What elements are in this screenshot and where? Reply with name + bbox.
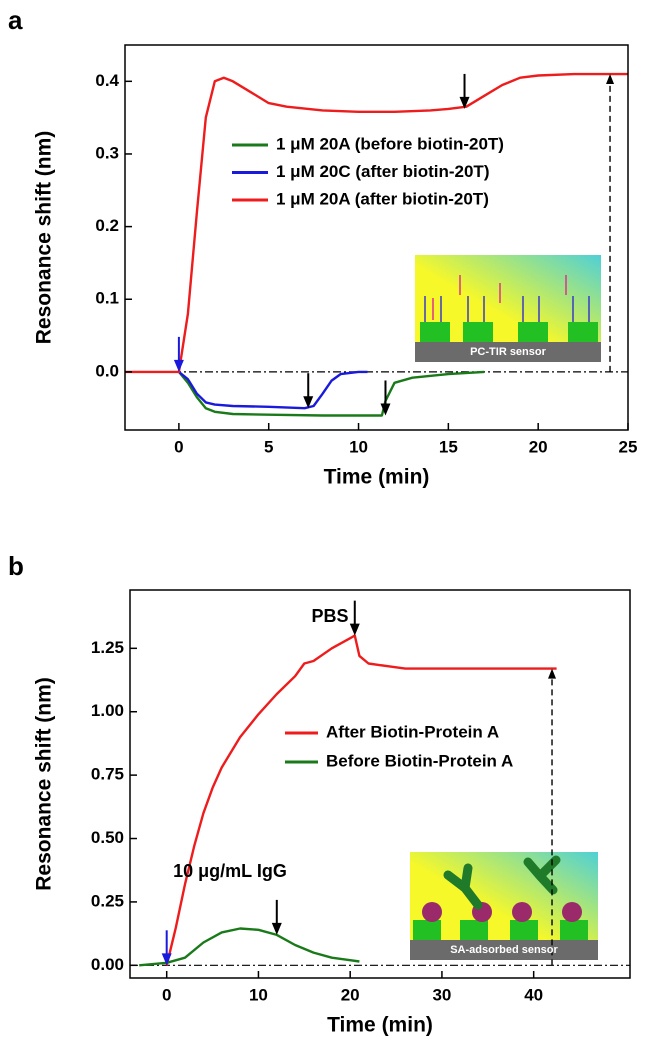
- y-tick-label: 0.2: [95, 216, 119, 235]
- y-tick-label: 0.00: [91, 955, 124, 974]
- y-tick-label: 0.3: [95, 143, 119, 162]
- y-tick-label: 0.4: [95, 71, 119, 90]
- arrow-head: [606, 74, 615, 85]
- y-tick-label: 0.1: [95, 289, 119, 308]
- x-tick-label: 10: [349, 437, 368, 456]
- inset-label: PC-TIR sensor: [470, 346, 547, 358]
- y-tick-label: 1.00: [91, 701, 124, 720]
- arrow-head: [349, 623, 360, 636]
- annotation: 10 μg/mL IgG: [173, 861, 287, 881]
- arrow-head: [380, 403, 391, 416]
- inset-a: [415, 255, 601, 362]
- arrow-head: [173, 359, 184, 372]
- inset-label: SA-adsorbed sensor: [450, 944, 558, 956]
- legend-label: After Biotin-Protein A: [326, 722, 499, 741]
- annotation: PBS: [311, 606, 348, 626]
- data-line: [178, 370, 368, 410]
- x-tick-label: 15: [439, 437, 458, 456]
- x-tick-label: 20: [529, 437, 548, 456]
- x-tick-label: 25: [619, 437, 638, 456]
- legend-label: Before Biotin-Protein A: [326, 751, 513, 770]
- y-tick-label: 0.50: [91, 828, 124, 847]
- y-tick-label: 0.75: [91, 765, 124, 784]
- x-tick-label: 10: [249, 985, 268, 1004]
- plot-frame: [124, 44, 629, 431]
- y-axis-label: Resonance shift (nm): [33, 677, 56, 891]
- plot-frame: [129, 589, 631, 979]
- y-tick-label: 1.25: [91, 638, 124, 657]
- y-axis-label: Resonance shift (nm): [33, 131, 56, 345]
- y-tick-label: 0.0: [95, 361, 119, 380]
- x-axis-label: Time (min): [327, 1014, 433, 1037]
- inset-b: [410, 852, 598, 960]
- legend-label: 1 μM 20A (before biotin-20T): [276, 134, 504, 153]
- arrow-head: [459, 96, 470, 109]
- arrow-head: [271, 922, 282, 935]
- data-line: [125, 72, 628, 374]
- x-tick-label: 30: [432, 985, 451, 1004]
- arrow-head: [161, 953, 172, 966]
- x-tick-label: 20: [341, 985, 360, 1004]
- arrow-head: [548, 668, 557, 679]
- panel-label: b: [8, 551, 24, 581]
- y-tick-label: 0.25: [91, 891, 124, 910]
- legend-label: 1 μM 20A (after biotin-20T): [276, 189, 489, 208]
- x-tick-label: 0: [162, 985, 171, 1004]
- data-line: [165, 634, 557, 966]
- arrow-head: [303, 396, 314, 409]
- legend-label: 1 μM 20C (after biotin-20T): [276, 162, 489, 181]
- data-line: [139, 927, 360, 967]
- x-axis-label: Time (min): [324, 466, 430, 489]
- data-line: [177, 370, 485, 417]
- x-tick-label: 5: [264, 437, 273, 456]
- x-tick-label: 0: [174, 437, 183, 456]
- x-tick-label: 40: [524, 985, 543, 1004]
- panel-label: a: [8, 5, 23, 35]
